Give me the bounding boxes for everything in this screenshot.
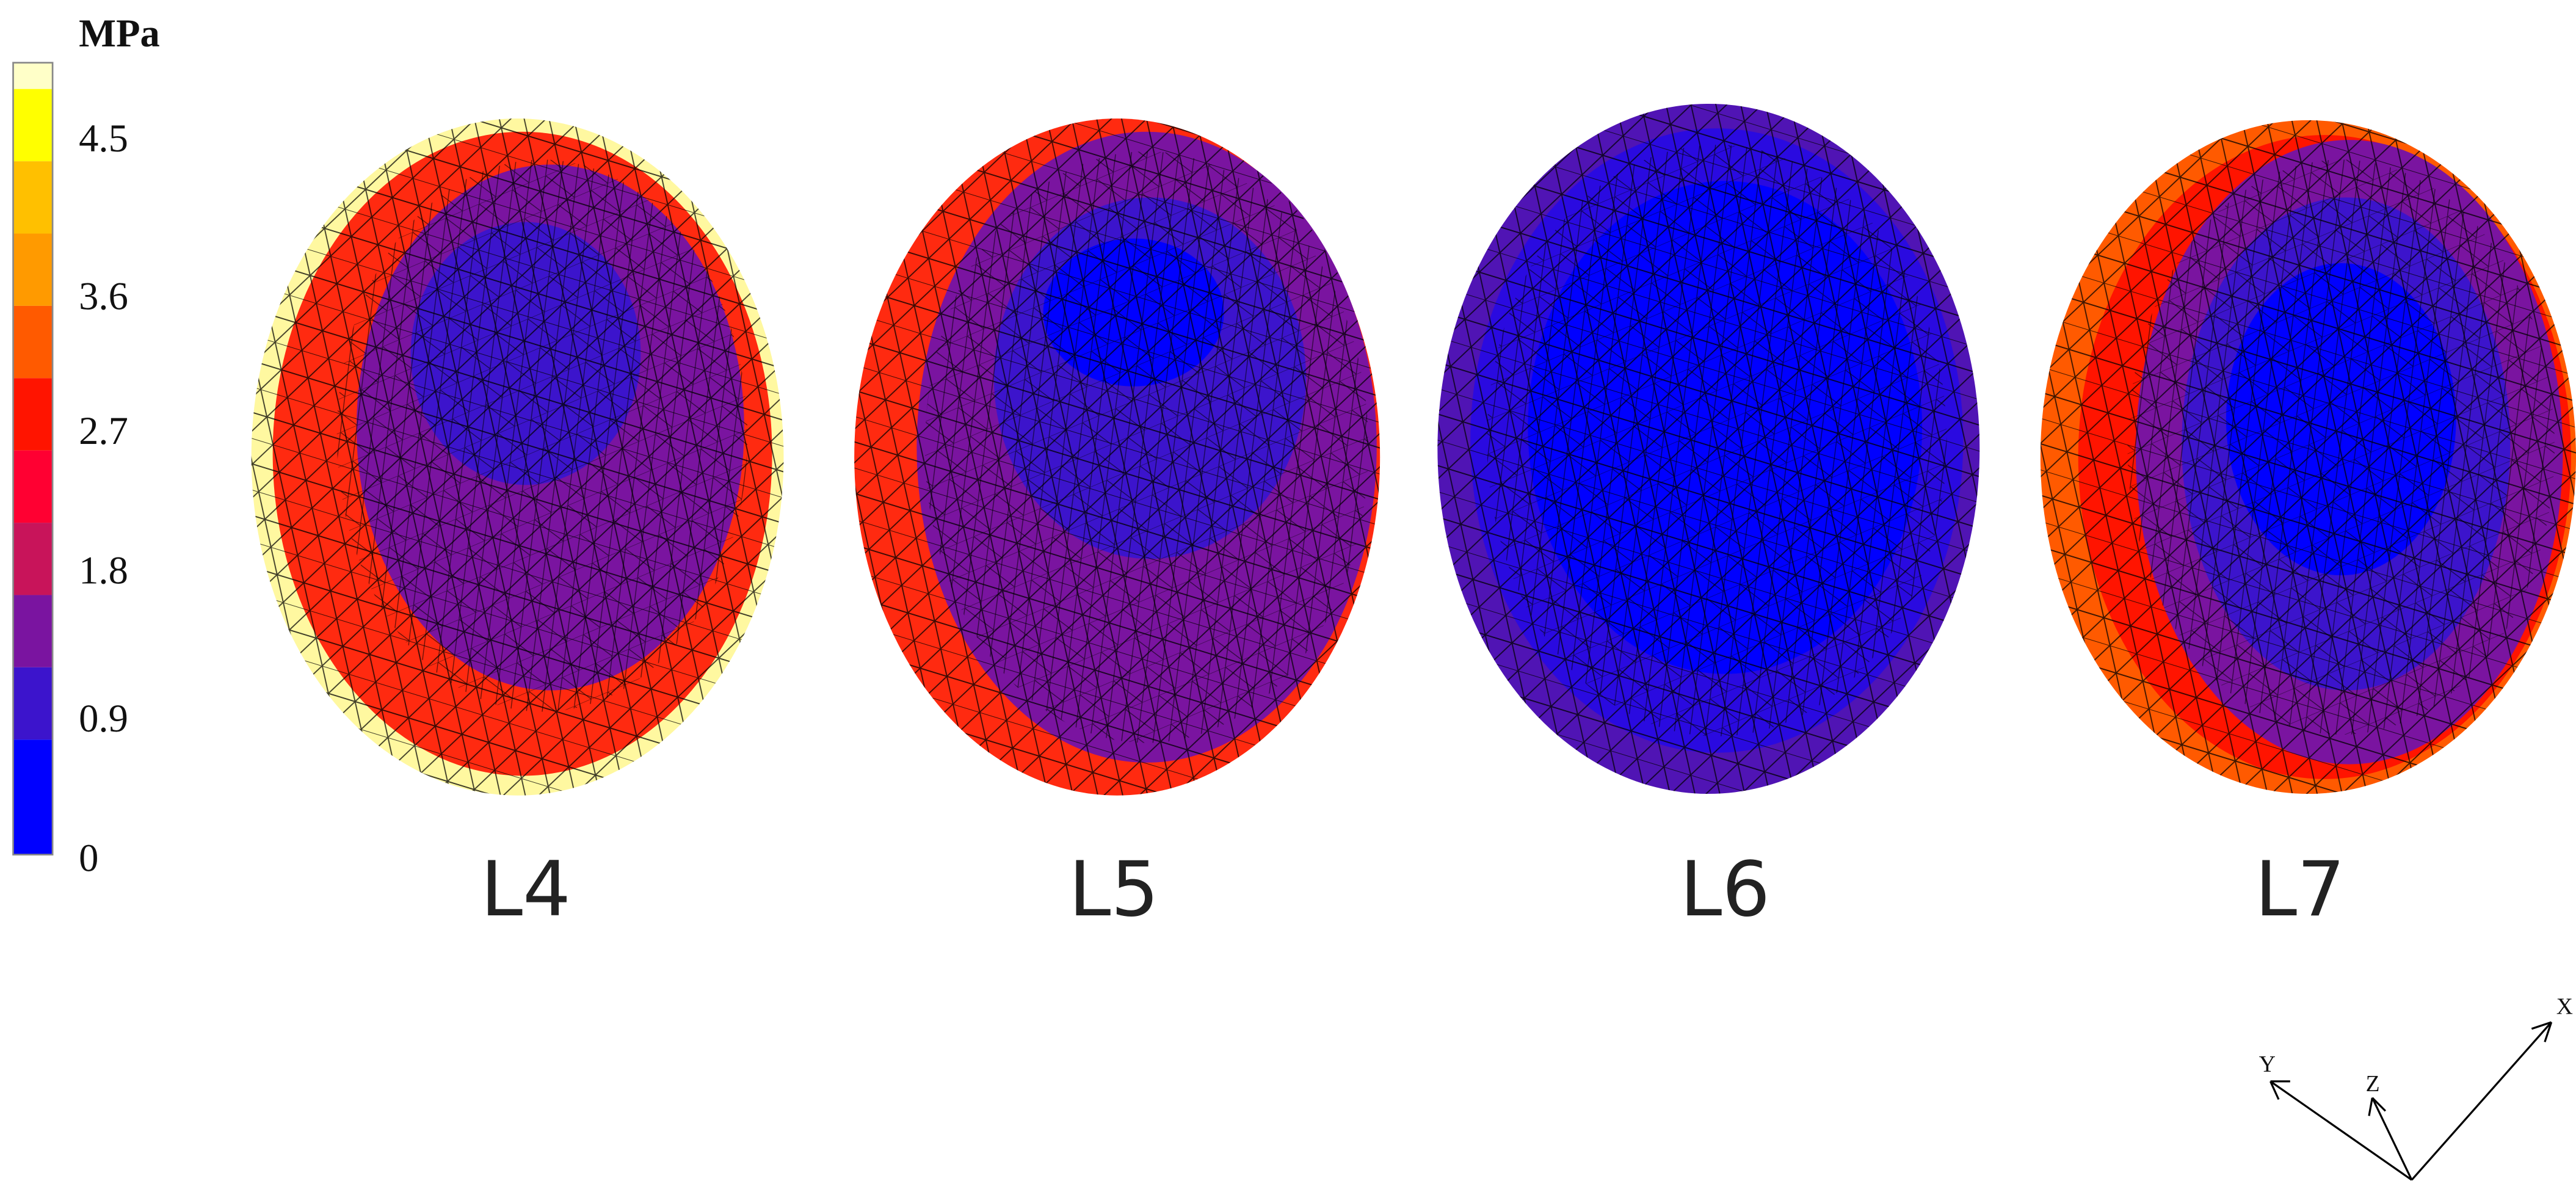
color-band [13, 62, 53, 89]
axis-line [2269, 1080, 2412, 1181]
axis-label: X [2556, 994, 2573, 1020]
color-band [13, 161, 53, 234]
axis-line [2411, 1021, 2552, 1181]
color-band [13, 233, 53, 306]
panel-label: L6 [1680, 846, 1770, 934]
arrow-heads [2269, 1021, 2553, 1116]
panel-l4: L4 [251, 118, 784, 934]
tick-label: 2.7 [79, 409, 128, 452]
panel-label: L7 [2255, 846, 2345, 934]
colorbar: MPa 4.5 3.6 2.7 1.8 0.9 0 [12, 11, 160, 879]
mesh [1487, 145, 1947, 736]
color-band [13, 305, 53, 379]
tick-label: 4.5 [79, 116, 128, 160]
panel-l5: L5 [854, 118, 1381, 934]
mesh [2127, 159, 2555, 735]
panel-label: L4 [481, 846, 571, 934]
color-band [13, 89, 53, 162]
unit-label: MPa [79, 11, 160, 55]
color-band [13, 667, 53, 740]
axis-label: Z [2366, 1071, 2380, 1097]
axis-triad: X Y Z [2259, 994, 2573, 1181]
colorbar-frame [12, 62, 54, 855]
color-band [13, 595, 53, 667]
color-band [13, 450, 53, 523]
panel-label: L5 [1068, 846, 1159, 934]
tick-label: 1.8 [79, 548, 128, 592]
mesh [924, 151, 1369, 743]
axis-line [2371, 1097, 2413, 1181]
tick-label: 3.6 [79, 274, 128, 318]
mesh [336, 159, 748, 712]
color-band [13, 378, 53, 451]
panel-l6: L6 [1437, 103, 1980, 934]
tick-label: 0 [79, 835, 98, 879]
axis-label: Y [2259, 1052, 2276, 1077]
color-band [13, 523, 53, 595]
tick-label: 0.9 [79, 696, 128, 740]
panel-l7: L7 [2040, 120, 2576, 934]
color-band [13, 739, 53, 855]
